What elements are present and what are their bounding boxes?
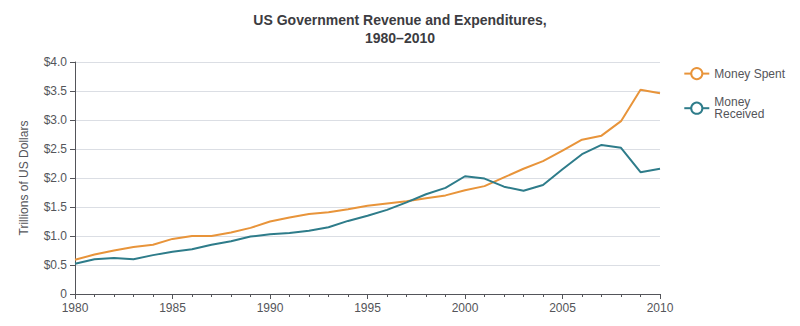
svg-text:1995: 1995	[354, 301, 381, 315]
svg-text:Received: Received	[714, 107, 764, 121]
svg-text:2005: 2005	[549, 301, 576, 315]
svg-text:1990: 1990	[257, 301, 284, 315]
svg-text:2010: 2010	[647, 301, 674, 315]
svg-text:Money Spent: Money Spent	[714, 67, 785, 81]
svg-text:$0.5: $0.5	[44, 258, 68, 272]
svg-text:Trillions of US Dollars: Trillions of US Dollars	[17, 121, 31, 236]
svg-text:2000: 2000	[452, 301, 479, 315]
svg-text:1985: 1985	[159, 301, 186, 315]
svg-text:1980–2010: 1980–2010	[365, 30, 435, 46]
svg-text:US Government Revenue and Expe: US Government Revenue and Expenditures,	[253, 12, 546, 28]
svg-text:$4.0: $4.0	[44, 55, 68, 69]
svg-text:$1.5: $1.5	[44, 200, 68, 214]
svg-text:1980: 1980	[62, 301, 89, 315]
svg-text:Money: Money	[714, 95, 751, 110]
svg-text:$2.5: $2.5	[44, 142, 68, 156]
svg-text:$1.0: $1.0	[44, 229, 68, 243]
svg-text:$2.0: $2.0	[44, 171, 68, 185]
svg-text:$3.5: $3.5	[44, 84, 68, 98]
svg-text:$3.0: $3.0	[44, 113, 68, 127]
svg-text:0: 0	[60, 287, 67, 301]
